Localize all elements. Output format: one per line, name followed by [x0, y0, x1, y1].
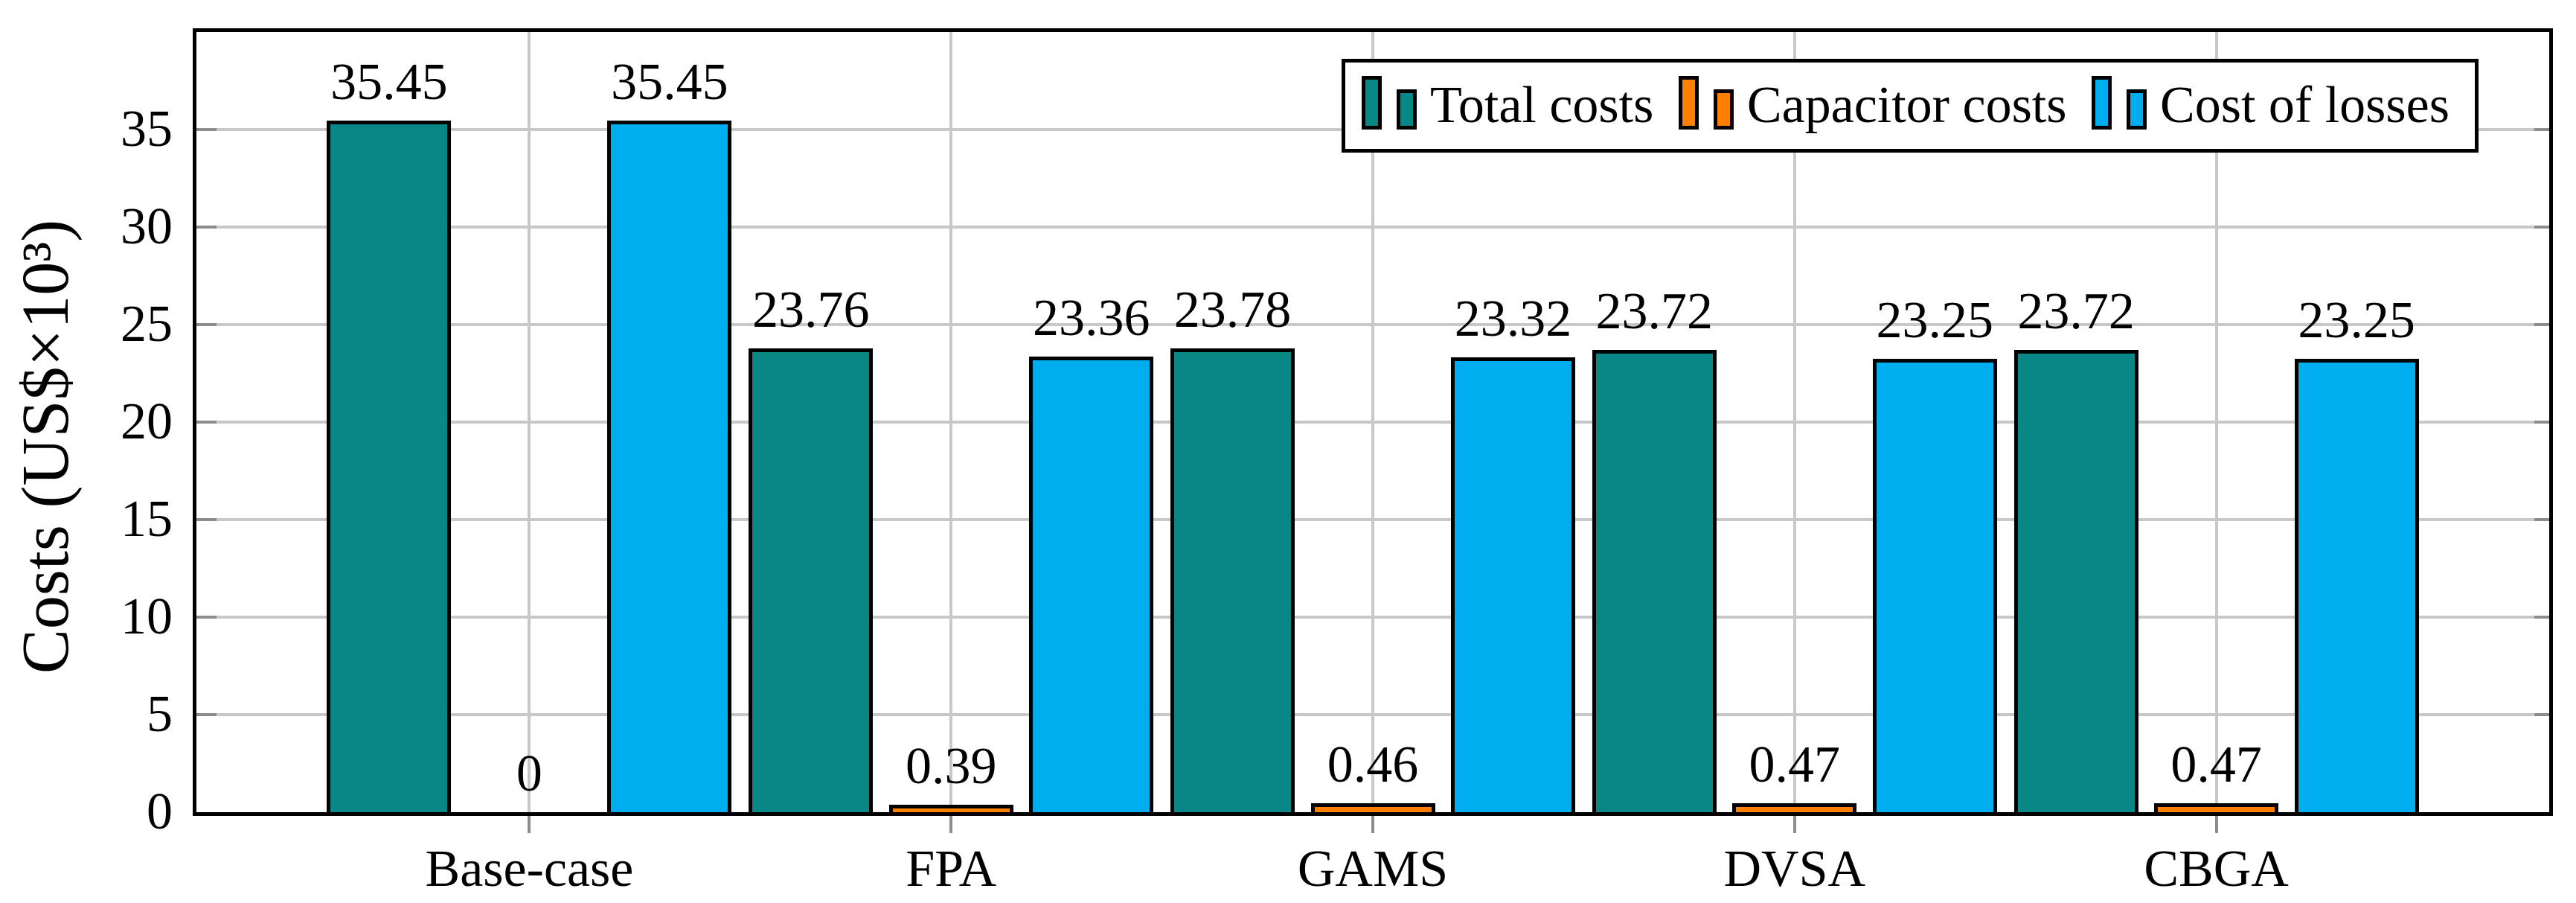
ytick-mark-left-20	[196, 421, 217, 424]
bar-DVSA-cost-of-losses	[1872, 359, 1997, 812]
value-label-CBGA-cost-of-losses: 23.25	[2298, 292, 2415, 349]
legend-entry-capacitor-costs: Capacitor costs	[1678, 76, 2067, 134]
category-label-GAMS: GAMS	[1297, 840, 1449, 898]
legend-label-total-costs: Total costs	[1430, 77, 1654, 134]
value-label-GAMS-total-costs: 23.78	[1173, 281, 1292, 339]
category-label-CBGA: CBGA	[2144, 840, 2289, 898]
value-label-CBGA-total-costs: 23.72	[2017, 283, 2135, 340]
bar-GAMS-capacitor-costs	[1310, 803, 1435, 812]
value-label-Base-case-capacitor-costs: 0	[516, 745, 542, 803]
ytick-mark-right-20	[2534, 421, 2549, 424]
xtick-mark-GAMS	[1371, 816, 1374, 833]
legend-swatch-bar-tall	[1678, 76, 1699, 130]
legend-entry-cost-of-losses: Cost of losses	[2092, 76, 2450, 134]
legend-swatch-bar-tall	[1362, 76, 1382, 130]
ytick-mark-left-10	[196, 616, 217, 619]
category-label-DVSA: DVSA	[1723, 840, 1866, 898]
legend-swatch-bar-short	[2127, 89, 2147, 130]
value-label-GAMS-cost-of-losses: 23.32	[1454, 290, 1572, 348]
bar-FPA-cost-of-losses	[1029, 357, 1154, 812]
ytick-label-10: 10	[121, 588, 173, 645]
legend-swatch-bar-short	[1713, 89, 1734, 130]
value-label-Base-case-total-costs: 35.45	[330, 54, 448, 111]
xtick-mark-DVSA	[1792, 816, 1796, 833]
legend-entry-total-costs: Total costs	[1362, 76, 1654, 134]
legend-swatch-bar-short	[1397, 89, 1417, 130]
legend-swatch-total-costs-icon	[1362, 76, 1417, 130]
xtick-mark-CBGA	[2214, 816, 2218, 833]
legend-label-capacitor-costs: Capacitor costs	[1746, 77, 2067, 134]
value-label-DVSA-total-costs: 23.72	[1595, 283, 1714, 340]
gridline-x-CBGA	[2214, 32, 2218, 812]
legend-swatch-capacitor-costs-icon	[1678, 76, 1734, 130]
ytick-mark-right-30	[2534, 226, 2549, 229]
ytick-mark-right-15	[2534, 518, 2549, 521]
value-label-DVSA-capacitor-costs: 0.47	[1749, 736, 1841, 794]
ytick-mark-right-10	[2534, 616, 2549, 619]
gridline-x-GAMS	[1371, 32, 1374, 812]
legend-swatch-cost-of-losses-icon	[2092, 76, 2147, 130]
ytick-mark-right-5	[2534, 713, 2549, 716]
ytick-mark-right-35	[2534, 128, 2549, 131]
xtick-mark-Base-case	[528, 816, 531, 833]
ytick-label-35: 35	[121, 100, 173, 158]
bar-FPA-total-costs	[749, 348, 874, 812]
legend-label-cost-of-losses: Cost of losses	[2160, 77, 2450, 134]
ytick-label-30: 30	[121, 198, 173, 255]
gridline-x-FPA	[949, 32, 953, 812]
ytick-label-0: 0	[147, 783, 173, 840]
value-label-GAMS-capacitor-costs: 0.46	[1327, 736, 1419, 794]
bar-DVSA-total-costs	[1592, 350, 1717, 812]
plot-area: Total costs Capacitor costs Cost of losses…	[193, 28, 2553, 816]
value-label-Base-case-cost-of-losses: 35.45	[611, 54, 728, 111]
category-label-Base-case: Base-case	[425, 840, 634, 898]
value-label-CBGA-capacitor-costs: 0.47	[2170, 736, 2262, 794]
ytick-mark-left-25	[196, 323, 217, 326]
value-label-DVSA-cost-of-losses: 23.25	[1876, 292, 1994, 349]
bar-CBGA-total-costs	[2013, 350, 2138, 812]
xtick-mark-FPA	[949, 816, 953, 833]
legend-swatch-bar-tall	[2092, 76, 2112, 130]
ytick-mark-right-25	[2534, 323, 2549, 326]
value-label-FPA-total-costs: 23.76	[752, 281, 870, 339]
ytick-label-25: 25	[121, 296, 173, 353]
gridline-x-Base-case	[528, 32, 531, 812]
category-label-FPA: FPA	[906, 840, 997, 898]
legend: Total costs Capacitor costs Cost of losses	[1342, 59, 2479, 153]
value-label-FPA-cost-of-losses: 23.36	[1032, 290, 1150, 347]
ytick-mark-left-35	[196, 128, 217, 131]
gridline-x-DVSA	[1792, 32, 1796, 812]
ytick-label-20: 20	[121, 393, 173, 450]
bar-Base-case-total-costs	[327, 121, 452, 812]
bar-FPA-capacitor-costs	[888, 805, 1013, 812]
value-label-FPA-capacitor-costs: 0.39	[905, 738, 997, 795]
bar-CBGA-capacitor-costs	[2154, 803, 2279, 812]
ytick-label-15: 15	[121, 491, 173, 548]
bar-GAMS-total-costs	[1170, 348, 1295, 812]
bar-GAMS-cost-of-losses	[1451, 357, 1575, 812]
bar-CBGA-cost-of-losses	[2294, 359, 2419, 812]
ytick-mark-left-15	[196, 518, 217, 521]
bar-Base-case-cost-of-losses	[607, 121, 732, 812]
ytick-mark-left-5	[196, 713, 217, 716]
ytick-mark-left-30	[196, 226, 217, 229]
bar-DVSA-capacitor-costs	[1732, 803, 1857, 812]
ytick-label-5: 5	[147, 686, 173, 743]
